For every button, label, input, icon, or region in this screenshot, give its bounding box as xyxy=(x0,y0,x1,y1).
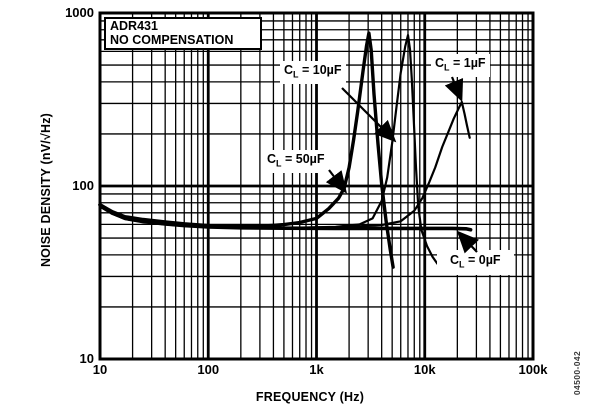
x-tick-label-10k: 10k xyxy=(413,362,436,377)
annotation-label-cl0: CL = 0µF xyxy=(437,250,514,275)
annotation-label-cl1: CL = 1µF xyxy=(431,54,490,77)
annotation-label-cl50: CL = 50µF xyxy=(263,150,329,173)
y-axis-title: NOISE DENSITY (nV/√Hz) xyxy=(39,112,53,268)
x-tick-label-100: 100 xyxy=(197,362,220,377)
x-axis-title: FREQUENCY (Hz) xyxy=(255,390,365,404)
title-box: ADR431 NO COMPENSATION xyxy=(104,17,262,50)
y-tick-label-100: 100 xyxy=(72,178,94,193)
title-line-1: ADR431 xyxy=(110,19,158,33)
y-tick-label-10: 10 xyxy=(79,351,94,366)
annotation-label-cl10: CL = 10µF xyxy=(280,61,346,84)
title-line-2: NO COMPENSATION xyxy=(110,33,234,47)
x-tick-label-10: 10 xyxy=(92,362,108,377)
curve-cl0 xyxy=(98,202,473,232)
figure-code: 04500-042 xyxy=(572,350,582,396)
x-tick-label-1k: 1k xyxy=(309,362,324,377)
x-tick-label-100k: 100k xyxy=(518,362,548,377)
y-tick-label-1000: 1000 xyxy=(65,5,94,20)
